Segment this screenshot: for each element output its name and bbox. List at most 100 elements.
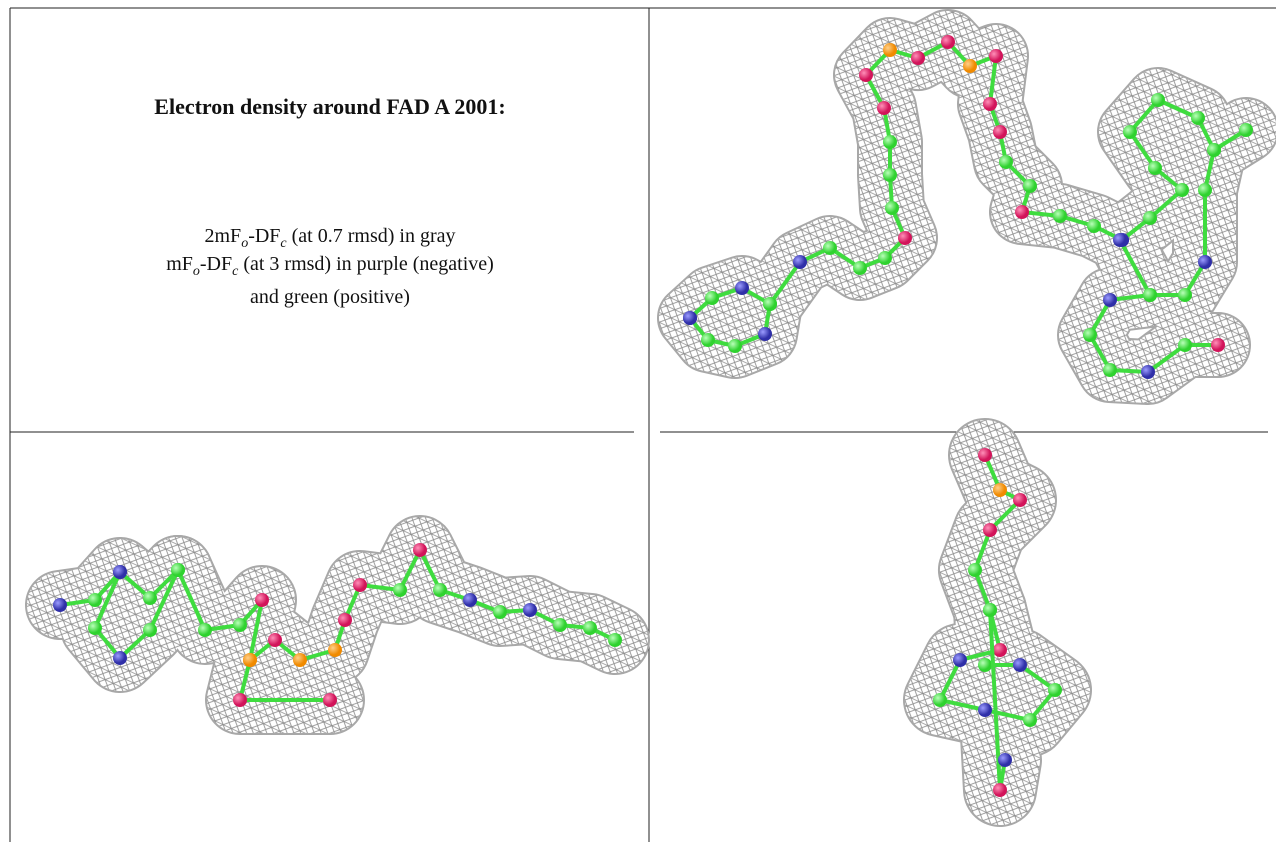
caption-text: -DF bbox=[200, 253, 232, 275]
atom bbox=[88, 593, 102, 607]
atom bbox=[1151, 93, 1165, 107]
atom bbox=[1239, 123, 1253, 137]
atom bbox=[705, 291, 719, 305]
caption-text: (at 0.7 rmsd) in gray bbox=[287, 225, 456, 247]
atom bbox=[113, 651, 127, 665]
atom bbox=[978, 658, 992, 672]
atom bbox=[463, 593, 477, 607]
atom bbox=[1143, 288, 1157, 302]
atom bbox=[353, 578, 367, 592]
subscript: o bbox=[193, 264, 200, 279]
atom bbox=[243, 653, 257, 667]
atom bbox=[1083, 328, 1097, 342]
atom bbox=[883, 135, 897, 149]
atom bbox=[1148, 161, 1162, 175]
subscript: o bbox=[241, 236, 248, 251]
atom bbox=[983, 603, 997, 617]
atom bbox=[553, 618, 567, 632]
density-mesh bbox=[739, 11, 1153, 335]
atom bbox=[701, 333, 715, 347]
atom bbox=[433, 583, 447, 597]
caption-title: Electron density around FAD A 2001: bbox=[154, 94, 505, 119]
atom bbox=[993, 125, 1007, 139]
atom bbox=[293, 653, 307, 667]
atom bbox=[53, 598, 67, 612]
atom bbox=[198, 623, 212, 637]
atom bbox=[763, 297, 777, 311]
atom bbox=[953, 653, 967, 667]
atom bbox=[941, 35, 955, 49]
atom bbox=[1103, 363, 1117, 377]
caption-text: mF bbox=[166, 253, 193, 275]
atom bbox=[1103, 293, 1117, 307]
atom bbox=[728, 339, 742, 353]
atom bbox=[171, 563, 185, 577]
atom bbox=[735, 281, 749, 295]
atom bbox=[88, 621, 102, 635]
atom bbox=[877, 101, 891, 115]
atom bbox=[255, 593, 269, 607]
atom bbox=[883, 168, 897, 182]
atom bbox=[143, 623, 157, 637]
atom bbox=[523, 603, 537, 617]
atom bbox=[338, 613, 352, 627]
atom bbox=[983, 97, 997, 111]
atom bbox=[1023, 713, 1037, 727]
atom bbox=[1178, 288, 1192, 302]
atom bbox=[853, 261, 867, 275]
atom bbox=[233, 618, 247, 632]
atom bbox=[393, 583, 407, 597]
molecule-renders bbox=[25, 9, 1276, 827]
atom bbox=[683, 311, 697, 325]
subscript: c bbox=[280, 236, 287, 251]
atom bbox=[993, 783, 1007, 797]
caption-text: 2mF bbox=[205, 225, 242, 247]
atom bbox=[328, 643, 342, 657]
atom bbox=[983, 523, 997, 537]
atom bbox=[493, 605, 507, 619]
caption-text: -DF bbox=[248, 225, 280, 247]
atom bbox=[1123, 125, 1137, 139]
atom bbox=[608, 633, 622, 647]
atom bbox=[1198, 255, 1212, 269]
atom bbox=[413, 543, 427, 557]
atom bbox=[143, 591, 157, 605]
atom bbox=[978, 703, 992, 717]
atom bbox=[1013, 493, 1027, 507]
atom bbox=[1053, 209, 1067, 223]
atom bbox=[1143, 211, 1157, 225]
atom bbox=[993, 483, 1007, 497]
atom bbox=[999, 155, 1013, 169]
atom bbox=[859, 68, 873, 82]
atom bbox=[878, 251, 892, 265]
atom bbox=[1087, 219, 1101, 233]
caption-text: and green (positive) bbox=[250, 286, 410, 308]
atom bbox=[1198, 183, 1212, 197]
atom bbox=[1175, 183, 1189, 197]
table-borders bbox=[9, 7, 1276, 842]
atom bbox=[1178, 338, 1192, 352]
atom bbox=[793, 255, 807, 269]
atom bbox=[898, 231, 912, 245]
atom bbox=[989, 49, 1003, 63]
atom bbox=[1211, 338, 1225, 352]
atom bbox=[1023, 179, 1037, 193]
atom bbox=[963, 59, 977, 73]
atom bbox=[1113, 233, 1127, 247]
atom bbox=[1048, 683, 1062, 697]
atom bbox=[933, 693, 947, 707]
atom bbox=[1013, 658, 1027, 672]
atom bbox=[113, 565, 127, 579]
caption-text: (at 3 rmsd) in purple (negative) bbox=[238, 253, 493, 275]
atom bbox=[1191, 111, 1205, 125]
atom bbox=[323, 693, 337, 707]
subscript: c bbox=[232, 264, 239, 279]
atom bbox=[583, 621, 597, 635]
caption-line: 2mFo-DFc (at 0.7 rmsd) in gray bbox=[205, 225, 456, 251]
caption-line: and green (positive) bbox=[250, 286, 410, 308]
atom bbox=[758, 327, 772, 341]
atom bbox=[993, 643, 1007, 657]
atom bbox=[911, 51, 925, 65]
